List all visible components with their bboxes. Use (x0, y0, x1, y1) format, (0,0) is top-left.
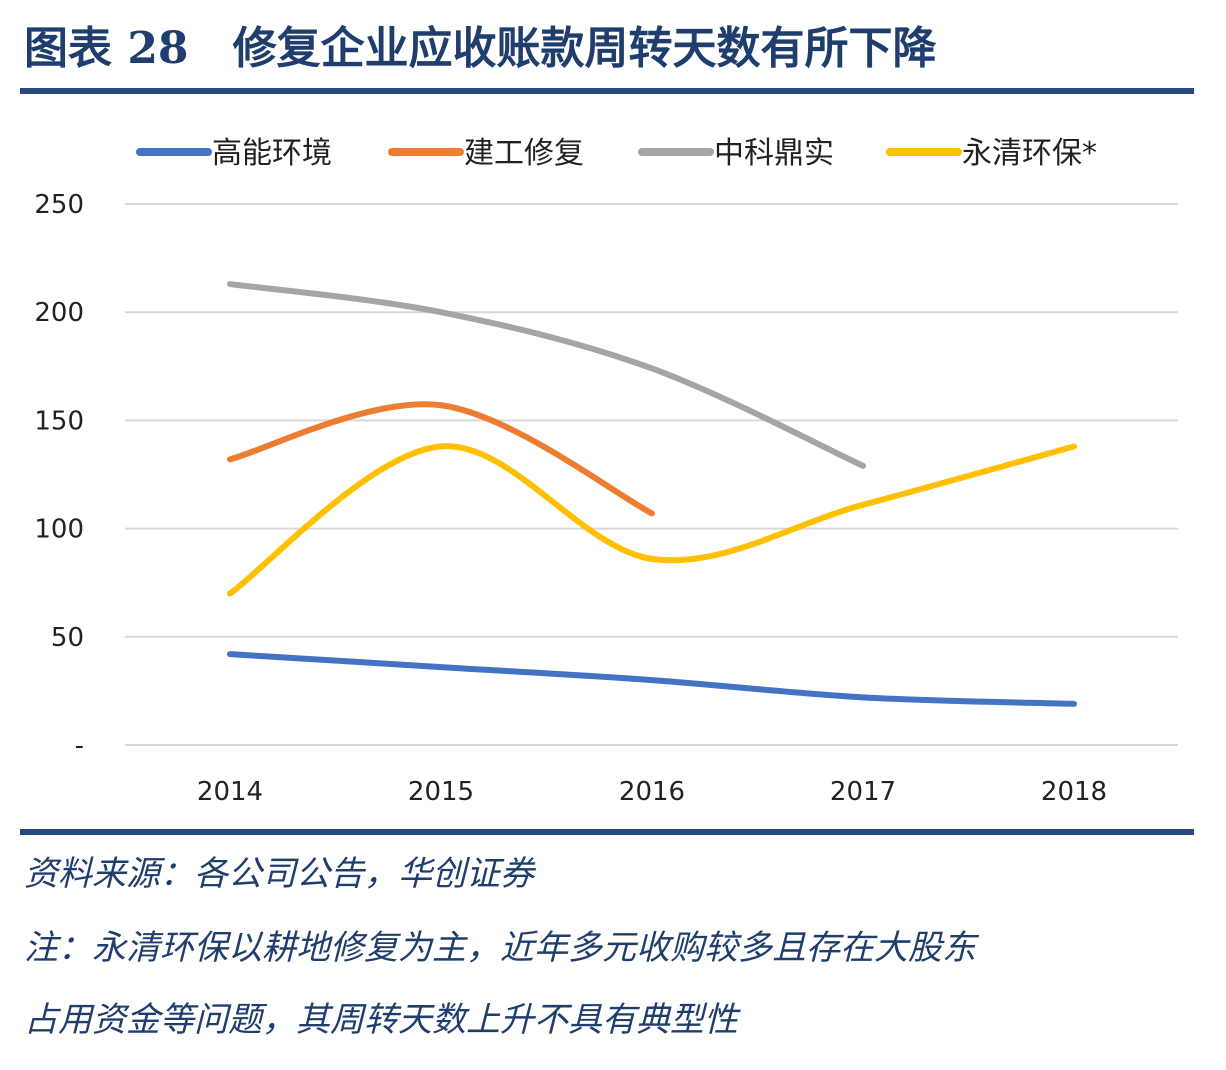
series-line-0 (230, 654, 1074, 704)
y-tick-label: 200 (34, 298, 84, 328)
top-rule (20, 88, 1194, 94)
y-tick-label: 250 (34, 190, 84, 220)
series-line-3 (230, 446, 1074, 593)
y-tick-label: 150 (34, 406, 84, 436)
y-axis-labels: - 50 100 150 200 250 (34, 190, 84, 761)
y-tick-label: 50 (51, 623, 84, 653)
figure-title: 图表 28 修复企业应收账款周转天数有所下降 (24, 14, 1204, 84)
x-tick-label: 2016 (619, 777, 685, 807)
legend-label: 高能环境 (212, 136, 332, 171)
figure-heading: 修复企业应收账款周转天数有所下降 (233, 23, 937, 74)
x-tick-label: 2018 (1041, 777, 1107, 807)
x-tick-label: 2017 (830, 777, 896, 807)
gridlines (125, 204, 1178, 745)
legend-label: 永清环保* (962, 136, 1097, 171)
y-tick-label: - (75, 731, 84, 761)
x-tick-label: 2014 (197, 777, 263, 807)
legend: 高能环境 建工修复 中科鼎实 永清环保* (140, 136, 1097, 171)
footnote-line-1: 注：永清环保以耕地修复为主，近年多元收购较多且存在大股东 (24, 922, 1204, 974)
line-chart: - 50 100 150 200 250 2014 2015 2016 2017 2018 高能环… (0, 100, 1226, 825)
legend-label: 建工修复 (464, 136, 584, 171)
x-tick-label: 2015 (408, 777, 474, 807)
figure-label: 图表 28 (24, 23, 189, 74)
legend-label: 中科鼎实 (714, 136, 834, 171)
series-lines (230, 284, 1074, 704)
footnote-line-2: 占用资金等问题，其周转天数上升不具有典型性 (24, 994, 1204, 1046)
x-axis-labels: 2014 2015 2016 2017 2018 (197, 777, 1107, 807)
y-tick-label: 100 (34, 515, 84, 545)
source-note: 资料来源：各公司公告，华创证券 (24, 848, 1204, 900)
bottom-rule (20, 829, 1194, 835)
